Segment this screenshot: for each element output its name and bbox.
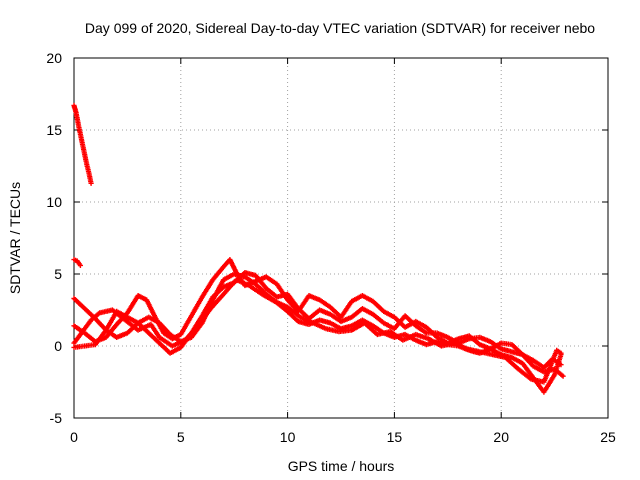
plus-markers — [71, 270, 564, 371]
grid — [74, 58, 608, 418]
series-pass-b — [71, 257, 83, 268]
plus-markers — [71, 257, 566, 379]
chart-title: Day 099 of 2020, Sidereal Day-to-day VTE… — [85, 20, 595, 36]
x-tick-label: 10 — [280, 429, 296, 445]
x-tick-label: 15 — [387, 429, 403, 445]
y-tick-label: -5 — [50, 410, 63, 426]
axis-ticks: 0 5 10 15 20 25 -5 0 5 10 15 20 — [46, 50, 616, 445]
x-tick-label: 5 — [177, 429, 185, 445]
series-pass-a — [71, 102, 94, 186]
series-pass-c — [71, 271, 564, 395]
plus-markers — [71, 271, 564, 395]
y-tick-label: 0 — [54, 338, 62, 354]
y-tick-label: 20 — [46, 50, 62, 66]
x-tick-label: 0 — [70, 429, 78, 445]
plus-markers — [71, 277, 564, 385]
plus-markers — [71, 257, 83, 268]
x-axis-label: GPS time / hours — [288, 458, 395, 474]
data-points — [71, 102, 566, 395]
plot-frame — [73, 57, 609, 419]
x-tick-label: 20 — [493, 429, 509, 445]
series-pass-d — [71, 257, 566, 379]
series-pass-f — [71, 277, 564, 385]
y-tick-label: 15 — [46, 122, 62, 138]
series-pass-e — [71, 270, 564, 371]
plus-markers — [71, 102, 94, 186]
y-tick-label: 5 — [54, 266, 62, 282]
y-tick-label: 10 — [46, 194, 62, 210]
x-tick-label: 25 — [600, 429, 616, 445]
y-axis-label: SDTVAR / TECUs — [7, 182, 23, 294]
